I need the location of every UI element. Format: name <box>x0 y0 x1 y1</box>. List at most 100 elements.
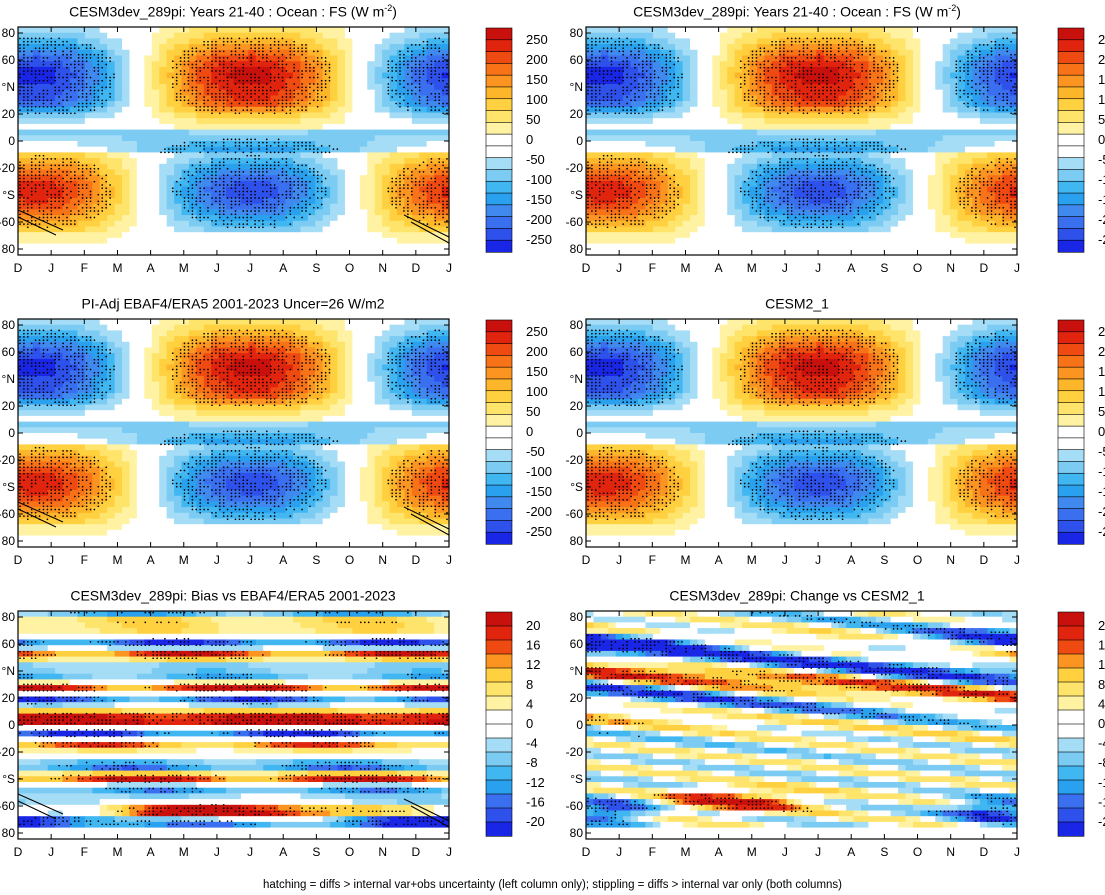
stipple-dot <box>30 60 33 63</box>
heatmap-cell <box>853 61 862 68</box>
stipple-dot <box>234 180 237 183</box>
stipple-dot <box>81 105 84 108</box>
heatmap-cell <box>84 118 93 125</box>
heatmap-cell <box>55 129 64 136</box>
stipple-dot <box>426 44 429 46</box>
heatmap-cell <box>1009 61 1018 68</box>
heatmap-cell <box>337 89 346 96</box>
heatmap-cell <box>77 192 86 199</box>
stipple-dot <box>250 141 252 144</box>
stipple-dot <box>328 66 331 69</box>
stipple-dot <box>234 70 237 72</box>
heatmap-cell <box>794 27 803 34</box>
heatmap-cell <box>367 89 376 96</box>
heatmap-cell <box>890 55 899 62</box>
stipple-dot <box>281 167 284 170</box>
stipple-dot <box>316 174 319 177</box>
stipple-dot <box>410 171 413 173</box>
stipple-dot <box>442 60 444 63</box>
heatmap-cell <box>426 141 435 148</box>
heatmap-cell <box>285 135 294 142</box>
heatmap-cell <box>32 84 41 91</box>
heatmap-cell <box>107 146 116 153</box>
heatmap-cell <box>823 49 832 57</box>
heatmap-cell <box>55 135 64 142</box>
stipple-dot <box>281 76 284 79</box>
heatmap-cell <box>374 169 383 176</box>
stipple-dot <box>19 177 21 180</box>
heatmap-cell <box>434 44 443 51</box>
stipple-dot <box>30 206 33 209</box>
stipple-dot <box>34 158 37 160</box>
heatmap-cell <box>55 32 64 39</box>
stipple-dot <box>316 73 319 76</box>
heatmap-cell <box>174 49 183 57</box>
stipple-dot <box>273 76 276 79</box>
heatmap-cell <box>875 32 884 39</box>
stipple-dot <box>58 216 60 219</box>
stipple-dot <box>183 83 186 85</box>
heatmap-cell <box>32 89 41 96</box>
heatmap-cell <box>411 49 420 57</box>
heatmap-cell <box>203 129 212 136</box>
stipple-dot <box>109 203 111 206</box>
heatmap-cell <box>337 186 346 193</box>
stipple-dot <box>434 60 437 63</box>
heatmap-cell <box>337 249 346 256</box>
heatmap-cell <box>419 72 428 79</box>
heatmap-cell <box>84 249 93 256</box>
heatmap-cell <box>441 220 450 228</box>
stipple-dot <box>265 37 268 40</box>
stipple-dot <box>442 79 444 82</box>
heatmap-cell <box>77 220 86 228</box>
stipple-dot <box>195 86 198 89</box>
stipple-dot <box>187 171 190 173</box>
heatmap-cell <box>174 141 183 148</box>
heatmap-cell <box>144 186 153 193</box>
stipple-dot <box>434 66 437 69</box>
heatmap-cell <box>419 152 428 159</box>
stipple-dot <box>93 105 96 108</box>
heatmap-cell <box>285 209 294 216</box>
heatmap-cell <box>816 55 825 62</box>
stipple-dot <box>62 112 64 115</box>
stipple-dot <box>273 105 276 108</box>
heatmap-cell <box>374 146 383 153</box>
stipple-dot <box>58 60 60 63</box>
stipple-dot <box>285 57 288 59</box>
heatmap-cell <box>55 220 64 228</box>
stipple-dot <box>42 105 45 108</box>
heatmap-cell <box>322 198 331 205</box>
stipple-dot <box>410 174 413 177</box>
heatmap-cell <box>411 243 420 250</box>
stipple-dot <box>293 216 296 219</box>
heatmap-cell <box>248 192 257 199</box>
heatmap-cell <box>77 55 86 62</box>
stipple-dot <box>42 180 45 183</box>
heatmap-cell <box>367 44 376 51</box>
heatmap-cell <box>337 129 346 136</box>
heatmap-cell <box>233 169 242 176</box>
heatmap-cell <box>99 141 108 148</box>
heatmap-cell <box>144 152 153 159</box>
stipple-dot <box>265 161 268 164</box>
stipple-dot <box>215 44 217 46</box>
stipple-dot <box>254 184 256 186</box>
stipple-dot <box>277 66 280 69</box>
heatmap-cell <box>285 118 294 125</box>
stipple-dot <box>187 89 190 92</box>
stipple-dot <box>407 63 409 66</box>
colorbar-label: 100 <box>526 92 548 107</box>
stipple-dot <box>179 70 182 72</box>
heatmap-cell <box>203 249 212 256</box>
heatmap-cell <box>92 72 101 79</box>
heatmap-cell <box>181 66 190 74</box>
heatmap-cell <box>389 180 398 188</box>
heatmap-cell <box>188 232 197 239</box>
stipple-dot <box>85 210 88 212</box>
heatmap-cell <box>404 44 413 51</box>
stipple-dot <box>175 148 178 150</box>
stipple-dot <box>281 174 284 177</box>
heatmap-cell <box>434 209 443 216</box>
heatmap-cell <box>114 237 123 245</box>
